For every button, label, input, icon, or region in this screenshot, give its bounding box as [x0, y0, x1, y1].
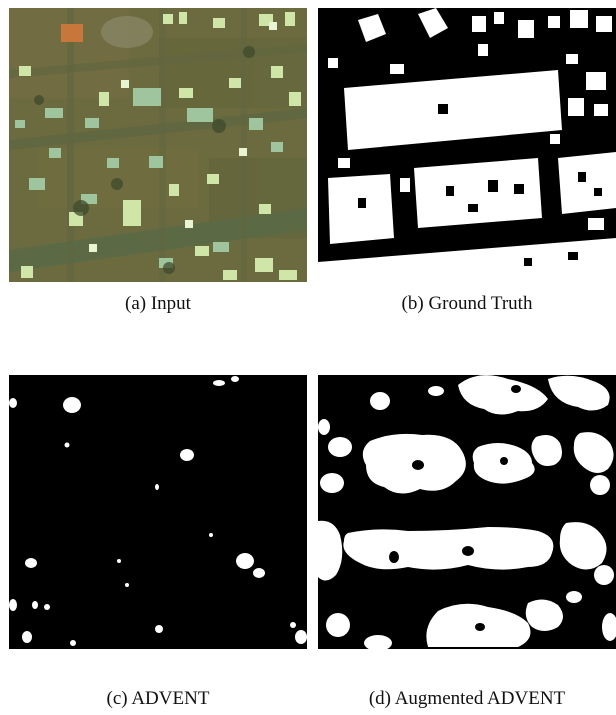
- aerial-image-drawing: [9, 8, 307, 282]
- caption-augmented-advent: (d) Augmented ADVENT: [368, 688, 566, 709]
- input-aerial-image: [9, 8, 307, 282]
- augmented-advent-drawing: [318, 375, 616, 649]
- caption-ground-truth: (b) Ground Truth: [401, 293, 533, 314]
- ground-truth-drawing: [318, 8, 616, 282]
- advent-drawing: [9, 375, 307, 649]
- caption-advent: (c) ADVENT: [106, 688, 210, 709]
- ground-truth-mask: [318, 8, 616, 282]
- caption-input: (a) Input: [125, 293, 191, 314]
- augmented-advent-prediction-mask: [318, 375, 616, 649]
- advent-prediction-mask: [9, 375, 307, 649]
